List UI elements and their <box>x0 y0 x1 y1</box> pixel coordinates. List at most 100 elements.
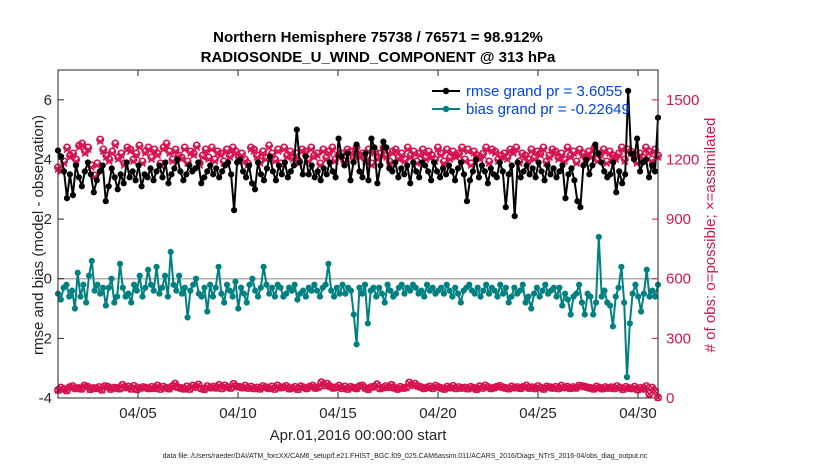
count-assimilated-marker-stroke-b <box>606 149 614 158</box>
bias-point <box>356 284 363 291</box>
bias-point <box>384 281 391 288</box>
count-assimilated-marker <box>319 147 327 156</box>
count-assimilated-marker <box>443 147 451 156</box>
bias-point <box>339 281 346 288</box>
rmse-point <box>535 159 542 166</box>
count-assimilated-marker-stroke-b <box>84 145 92 154</box>
bias-point <box>246 281 253 288</box>
rmse-point <box>105 183 112 190</box>
count-assimilated-marker-stroke-b <box>485 159 493 167</box>
rmse-point <box>651 168 659 175</box>
count-assimilated-marker <box>313 151 321 160</box>
rmse-point <box>111 174 118 181</box>
bias-point <box>443 281 450 288</box>
rmse-point <box>619 180 626 187</box>
rmse-point <box>556 168 563 175</box>
count-assimilated-marker-stroke-b <box>259 149 267 158</box>
count-possible-marker <box>180 143 189 152</box>
count-assimilated-marker-stroke-b <box>449 149 457 158</box>
count-assimilated-marker-stroke-b <box>557 151 566 160</box>
count-possible-marker <box>461 155 470 164</box>
rmse-point <box>523 162 530 169</box>
count-possible-marker <box>138 157 147 166</box>
legend-entry-rmse: rmse grand pr = 3.6055 <box>466 83 622 100</box>
rmse-point <box>225 159 232 166</box>
count-assimilated-marker-stroke-b <box>217 151 225 160</box>
count-assimilated-marker <box>190 151 198 160</box>
bias-point <box>497 281 504 288</box>
count-assimilated-marker <box>181 145 189 154</box>
rmse-point <box>323 171 330 178</box>
bias-point <box>474 284 481 291</box>
count-low-assimilated-marker-stroke-b <box>417 383 425 392</box>
rmse-point <box>442 171 450 178</box>
count-low-assimilated-marker-stroke-b <box>189 382 197 390</box>
rmse-point <box>305 171 312 178</box>
count-assimilated-marker <box>144 145 153 154</box>
rmse-point <box>138 183 145 190</box>
rmse-point <box>568 165 575 172</box>
bias-point <box>190 281 197 288</box>
bias-point <box>378 290 386 297</box>
bias-point <box>370 284 377 291</box>
rmse-point <box>589 162 596 169</box>
rmse-point <box>436 174 444 181</box>
count-low-assimilated-marker-stroke-b <box>391 384 399 392</box>
bias-point <box>325 260 332 267</box>
count-assimilated-marker-stroke-b <box>470 149 478 158</box>
count-assimilated-marker <box>527 147 535 156</box>
rmse-point <box>648 162 656 169</box>
count-assimilated-marker <box>135 143 143 152</box>
count-low-assimilated-marker-stroke-b <box>300 384 308 392</box>
bias-point <box>429 284 436 291</box>
bias-point <box>299 287 307 294</box>
rmse-point <box>236 156 244 163</box>
bias-point <box>215 263 222 270</box>
count-assimilated-marker <box>253 153 261 162</box>
count-assimilated-marker-stroke-b <box>274 147 282 156</box>
rmse-point <box>269 168 277 175</box>
count-assimilated-marker-stroke-b <box>193 143 201 152</box>
count-low-assimilated-marker-stroke-b <box>159 383 167 391</box>
rmse-point <box>332 174 339 181</box>
count-low-assimilated-marker-stroke-b <box>235 383 244 391</box>
count-low-assimilated-marker <box>642 382 650 391</box>
count-low-assimilated-marker-stroke-b <box>625 384 633 393</box>
rmse-point <box>634 135 641 142</box>
count-assimilated-marker <box>410 149 418 158</box>
bias-line <box>57 236 659 379</box>
count-possible-marker <box>485 157 494 166</box>
count-assimilated-marker-stroke-b <box>286 149 294 158</box>
count-low-assimilated-marker-stroke-b <box>581 383 589 391</box>
bias-point <box>494 293 501 300</box>
bias-point <box>111 299 118 306</box>
bias-point <box>130 281 138 288</box>
bias-point <box>637 308 645 315</box>
count-assimilated-marker-stroke-b <box>126 147 134 156</box>
bias-point <box>322 281 329 288</box>
bias-point <box>361 281 369 288</box>
bias-point <box>528 305 535 312</box>
y-axis-label: rmse and bias (model - observation) <box>30 115 47 355</box>
legend-entry-bias: bias grand pr = -0.22649 <box>466 101 630 118</box>
count-assimilated-marker <box>84 145 92 154</box>
y-tick-label: 6 <box>44 92 52 109</box>
count-assimilated-marker-stroke-b <box>467 161 475 169</box>
count-assimilated-marker-stroke-b <box>383 153 391 162</box>
count-possible-marker <box>433 143 442 152</box>
rmse-point <box>577 204 584 211</box>
rmse-point <box>156 162 163 169</box>
count-low-assimilated-marker-stroke-b <box>396 383 405 391</box>
bias-point <box>401 290 408 297</box>
count-assimilated-marker <box>111 141 119 150</box>
rmse-point <box>356 168 363 175</box>
bias-point <box>561 290 569 297</box>
count-possible-marker <box>207 143 216 152</box>
bias-point <box>392 290 400 297</box>
count-assimilated-marker-stroke-b <box>265 143 273 152</box>
rmse-point <box>425 168 432 175</box>
rmse-point <box>413 168 420 175</box>
bias-point <box>502 284 509 291</box>
count-low-assimilated-marker-stroke-b <box>174 384 182 392</box>
bias-point <box>161 272 169 279</box>
